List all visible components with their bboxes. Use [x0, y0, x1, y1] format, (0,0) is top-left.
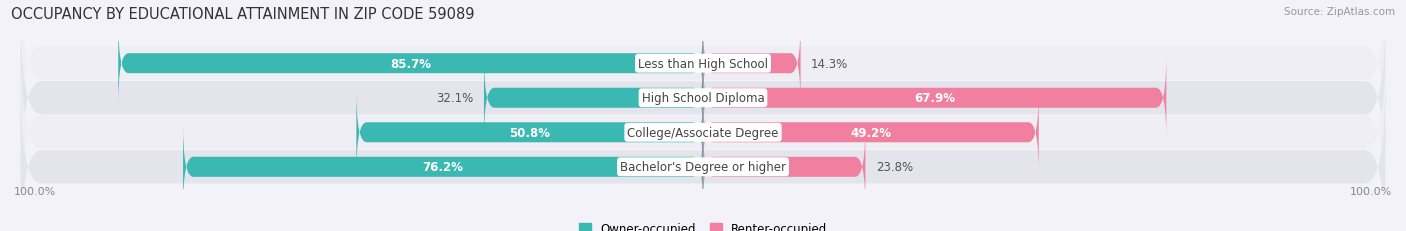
Text: 100.0%: 100.0% — [1350, 186, 1392, 196]
FancyBboxPatch shape — [21, 80, 1385, 231]
FancyBboxPatch shape — [21, 0, 1385, 151]
Text: OCCUPANCY BY EDUCATIONAL ATTAINMENT IN ZIP CODE 59089: OCCUPANCY BY EDUCATIONAL ATTAINMENT IN Z… — [11, 7, 475, 22]
FancyBboxPatch shape — [21, 46, 1385, 219]
Text: 67.9%: 67.9% — [914, 92, 955, 105]
FancyBboxPatch shape — [356, 91, 703, 174]
FancyBboxPatch shape — [703, 22, 800, 106]
FancyBboxPatch shape — [118, 22, 703, 106]
Legend: Owner-occupied, Renter-occupied: Owner-occupied, Renter-occupied — [579, 222, 827, 231]
Text: 49.2%: 49.2% — [851, 126, 891, 139]
FancyBboxPatch shape — [703, 125, 866, 209]
Text: High School Diploma: High School Diploma — [641, 92, 765, 105]
FancyBboxPatch shape — [183, 125, 703, 209]
Text: Bachelor's Degree or higher: Bachelor's Degree or higher — [620, 161, 786, 173]
Text: 100.0%: 100.0% — [14, 186, 56, 196]
FancyBboxPatch shape — [484, 57, 703, 140]
FancyBboxPatch shape — [703, 57, 1167, 140]
Text: 76.2%: 76.2% — [423, 161, 464, 173]
Text: Less than High School: Less than High School — [638, 58, 768, 70]
Text: 32.1%: 32.1% — [436, 92, 474, 105]
Text: 85.7%: 85.7% — [389, 58, 432, 70]
Text: 50.8%: 50.8% — [509, 126, 550, 139]
Text: College/Associate Degree: College/Associate Degree — [627, 126, 779, 139]
Text: 14.3%: 14.3% — [811, 58, 848, 70]
Text: 23.8%: 23.8% — [876, 161, 912, 173]
Text: Source: ZipAtlas.com: Source: ZipAtlas.com — [1284, 7, 1395, 17]
FancyBboxPatch shape — [703, 91, 1039, 174]
FancyBboxPatch shape — [21, 12, 1385, 185]
